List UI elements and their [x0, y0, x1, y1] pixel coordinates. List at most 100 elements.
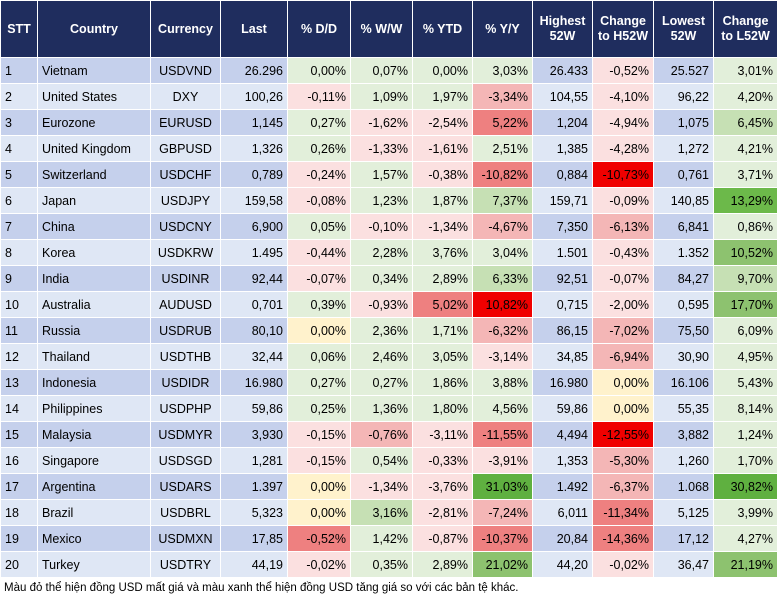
table-cell: 0,00%: [287, 499, 351, 526]
table-cell: 17,85: [220, 525, 288, 552]
table-cell: 0,00%: [592, 369, 654, 396]
table-cell: -3,91%: [472, 447, 533, 474]
table-row: 9 India USDINR 92,44 -0,07% 0,34% 2,89% 6,33% 92…: [0, 265, 777, 292]
table-cell: -0,24%: [287, 161, 351, 188]
table-cell: 1.397: [220, 473, 288, 500]
column-header: % YTD: [412, 0, 473, 58]
table-cell: 44,20: [532, 551, 593, 578]
table-cell: 1.495: [220, 239, 288, 266]
table-cell: 1,57%: [350, 161, 413, 188]
table-cell: 5,125: [653, 499, 714, 526]
table-cell: 3,05%: [412, 343, 473, 370]
table-cell: -2,00%: [592, 291, 654, 318]
table-cell: -11,34%: [592, 499, 654, 526]
table-cell: 3,16%: [350, 499, 413, 526]
table-cell: Indonesia: [37, 369, 151, 396]
table-cell: -0,44%: [287, 239, 351, 266]
column-header: Change to H52W: [592, 0, 654, 58]
table-cell: 32,44: [220, 343, 288, 370]
table-cell: 0,595: [653, 291, 714, 318]
table-cell: 3,882: [653, 421, 714, 448]
table-cell: USDMXN: [150, 525, 221, 552]
table-cell: 1,260: [653, 447, 714, 474]
table-row: 2 United States DXY 100,26 -0,11% 1,09% 1,97% -…: [0, 83, 777, 110]
table-cell: 6,011: [532, 499, 593, 526]
table-cell: 7,350: [532, 213, 593, 240]
table-cell: USDSGD: [150, 447, 221, 474]
table-cell: 14: [0, 395, 38, 422]
table-cell: 1,385: [532, 135, 593, 162]
table-cell: -4,67%: [472, 213, 533, 240]
table-cell: 1,24%: [713, 421, 777, 448]
table-cell: 140,85: [653, 187, 714, 214]
table-cell: -6,32%: [472, 317, 533, 344]
table-row: 18 Brazil USDBRL 5,323 0,00% 3,16% -2,81% -7,24…: [0, 499, 777, 526]
table-cell: -0,08%: [287, 187, 351, 214]
table-cell: 21,19%: [713, 551, 777, 578]
table-cell: GBPUSD: [150, 135, 221, 162]
footnote: Màu đỏ thể hiện đồng USD mất giá và màu …: [4, 582, 519, 594]
table-cell: -1,33%: [350, 135, 413, 162]
table-cell: 1,326: [220, 135, 288, 162]
table-cell: 1: [0, 57, 38, 84]
table-cell: Philippines: [37, 395, 151, 422]
table-cell: 159,58: [220, 187, 288, 214]
table-cell: 30,90: [653, 343, 714, 370]
table-cell: 20,84: [532, 525, 593, 552]
table-cell: 16: [0, 447, 38, 474]
table-cell: -0,15%: [287, 421, 351, 448]
table-cell: -3,34%: [472, 83, 533, 110]
table-cell: -1,34%: [412, 213, 473, 240]
table-row: 5 Switzerland USDCHF 0,789 -0,24% 1,57% -0,38%…: [0, 161, 777, 188]
table-cell: AUDUSD: [150, 291, 221, 318]
table-cell: 30,82%: [713, 473, 777, 500]
table-cell: 2,36%: [350, 317, 413, 344]
table-cell: 5: [0, 161, 38, 188]
table-cell: 10,52%: [713, 239, 777, 266]
table-cell: -5,30%: [592, 447, 654, 474]
column-header: Currency: [150, 0, 221, 58]
table-cell: 8: [0, 239, 38, 266]
table-cell: -7,24%: [472, 499, 533, 526]
table-cell: USDTHB: [150, 343, 221, 370]
table-cell: USDBRL: [150, 499, 221, 526]
table-cell: -0,93%: [350, 291, 413, 318]
table-cell: 5,22%: [472, 109, 533, 136]
table-cell: 25.527: [653, 57, 714, 84]
table-cell: 0,06%: [287, 343, 351, 370]
column-header: % D/D: [287, 0, 351, 58]
table-cell: 9: [0, 265, 38, 292]
table-cell: 2,51%: [472, 135, 533, 162]
table-cell: 0,00%: [287, 57, 351, 84]
table-cell: -0,09%: [592, 187, 654, 214]
table-cell: Turkey: [37, 551, 151, 578]
table-cell: USDCHF: [150, 161, 221, 188]
table-cell: -2,81%: [412, 499, 473, 526]
table-row: 10 Australia AUDUSD 0,701 0,39% -0,93% 5,02% 10…: [0, 291, 777, 318]
table-cell: -4,10%: [592, 83, 654, 110]
table-cell: -4,28%: [592, 135, 654, 162]
table-cell: 34,85: [532, 343, 593, 370]
table-cell: USDTRY: [150, 551, 221, 578]
table-cell: USDMYR: [150, 421, 221, 448]
table-cell: 17,70%: [713, 291, 777, 318]
fx-table: STT Country Currency Last% D/D% W/W% YTD% Y…: [0, 0, 777, 578]
table-row: 1 Vietnam USDVND 26.296 0,00% 0,07% 0,00% 3,03%…: [0, 57, 777, 84]
table-cell: 6,841: [653, 213, 714, 240]
table-cell: -0,07%: [287, 265, 351, 292]
table-cell: -0,38%: [412, 161, 473, 188]
table-cell: 92,44: [220, 265, 288, 292]
table-cell: 1,281: [220, 447, 288, 474]
table-cell: 7: [0, 213, 38, 240]
table-cell: 4,494: [532, 421, 593, 448]
column-header: STT: [0, 0, 38, 58]
table-cell: India: [37, 265, 151, 292]
table-cell: 3,01%: [713, 57, 777, 84]
table-cell: 1,204: [532, 109, 593, 136]
table-cell: 1,71%: [412, 317, 473, 344]
table-cell: 21,02%: [472, 551, 533, 578]
table-cell: Japan: [37, 187, 151, 214]
table-cell: 104,55: [532, 83, 593, 110]
table-cell: 59,86: [532, 395, 593, 422]
table-row: 15 Malaysia USDMYR 3,930 -0,15% -0,76% -3,11% -…: [0, 421, 777, 448]
